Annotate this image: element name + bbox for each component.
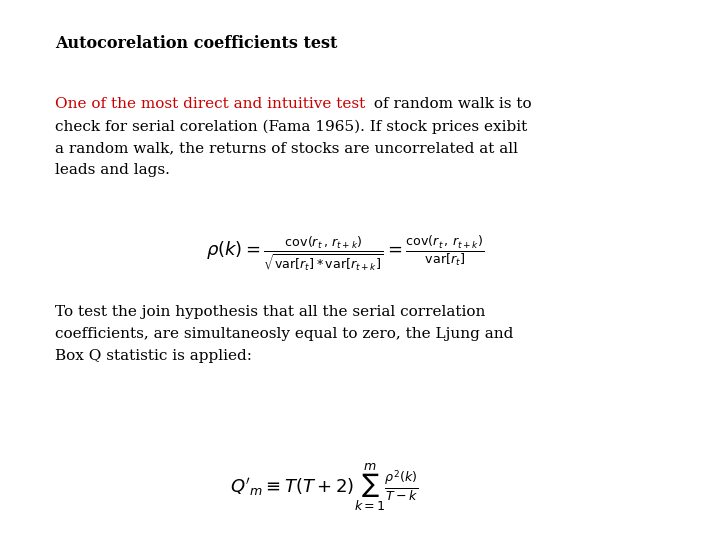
Text: check for serial corelation (Fama 1965). If stock prices exibit: check for serial corelation (Fama 1965).… xyxy=(55,119,527,133)
Text: of random walk is to: of random walk is to xyxy=(369,97,531,111)
Text: a random walk, the returns of stocks are uncorrelated at all: a random walk, the returns of stocks are… xyxy=(55,141,518,155)
Text: Box Q statistic is applied:: Box Q statistic is applied: xyxy=(55,349,252,363)
Text: One of the most direct and intuitive test: One of the most direct and intuitive tes… xyxy=(55,97,365,111)
Text: $\rho(k) = \frac{\mathrm{cov}(r_t\,,\,r_{t+k})}{\sqrt{\mathrm{var}[r_t]*\mathrm{: $\rho(k) = \frac{\mathrm{cov}(r_t\,,\,r_… xyxy=(207,235,485,273)
Text: Autocorelation coefficients test: Autocorelation coefficients test xyxy=(55,35,337,52)
Text: $Q'_m \equiv T(T+2)\sum_{k=1}^{m}\frac{\rho^2(k)}{T-k}$: $Q'_m \equiv T(T+2)\sum_{k=1}^{m}\frac{\… xyxy=(230,462,418,514)
Text: coefficients, are simultaneosly equal to zero, the Ljung and: coefficients, are simultaneosly equal to… xyxy=(55,327,513,341)
Text: leads and lags.: leads and lags. xyxy=(55,163,170,177)
Text: To test the join hypothesis that all the serial correlation: To test the join hypothesis that all the… xyxy=(55,305,485,319)
